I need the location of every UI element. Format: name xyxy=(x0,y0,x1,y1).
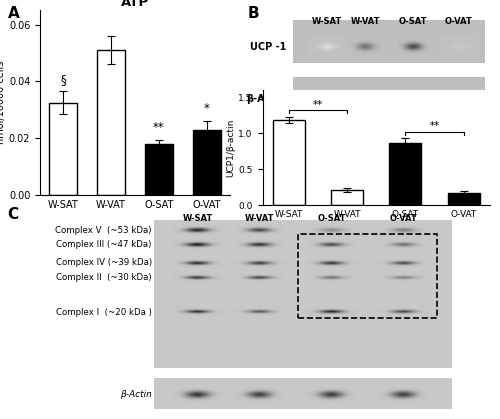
Text: Complex I  (~20 kDa ): Complex I (~20 kDa ) xyxy=(56,308,152,317)
Text: W-SAT: W-SAT xyxy=(312,17,342,26)
Text: *: * xyxy=(204,102,210,115)
Bar xyxy=(390,142,422,205)
Text: Complex II  (~30 kDa): Complex II (~30 kDa) xyxy=(56,273,152,282)
Y-axis label: nmol/10000 cells: nmol/10000 cells xyxy=(0,61,6,144)
Text: β-Actin: β-Actin xyxy=(246,93,286,103)
Text: Complex III (~47 kDa): Complex III (~47 kDa) xyxy=(56,240,152,249)
Text: O-VAT: O-VAT xyxy=(390,214,417,222)
Bar xyxy=(273,120,305,205)
Text: B: B xyxy=(248,6,259,21)
Text: β-Actin: β-Actin xyxy=(120,390,152,399)
Title: ATP: ATP xyxy=(121,0,149,9)
Text: W-SAT: W-SAT xyxy=(182,214,212,222)
Text: A: A xyxy=(8,6,19,21)
Bar xyxy=(293,21,485,63)
Text: Complex IV (~39 kDa): Complex IV (~39 kDa) xyxy=(56,259,152,267)
Text: **: ** xyxy=(313,100,323,109)
Text: W-VAT: W-VAT xyxy=(350,17,380,26)
Text: O-SAT: O-SAT xyxy=(399,17,428,26)
Text: O-VAT: O-VAT xyxy=(445,17,472,26)
Bar xyxy=(48,103,78,195)
Bar xyxy=(192,129,222,195)
Text: §: § xyxy=(60,72,66,85)
Bar xyxy=(298,234,438,318)
Bar xyxy=(154,220,452,367)
Text: C: C xyxy=(8,207,18,222)
Bar xyxy=(331,190,363,205)
Bar xyxy=(144,144,174,195)
Text: **: ** xyxy=(430,121,440,131)
Bar xyxy=(154,378,452,409)
Text: UCP -1: UCP -1 xyxy=(250,41,286,52)
Bar xyxy=(293,77,485,116)
Text: O-SAT: O-SAT xyxy=(318,214,346,222)
Y-axis label: UCP1/β-actin: UCP1/β-actin xyxy=(226,119,235,177)
Bar xyxy=(96,50,126,195)
Text: **: ** xyxy=(153,121,165,134)
Text: Complex V  (~53 kDa): Complex V (~53 kDa) xyxy=(56,225,152,235)
Text: W-VAT: W-VAT xyxy=(245,214,274,222)
Bar xyxy=(448,193,480,205)
